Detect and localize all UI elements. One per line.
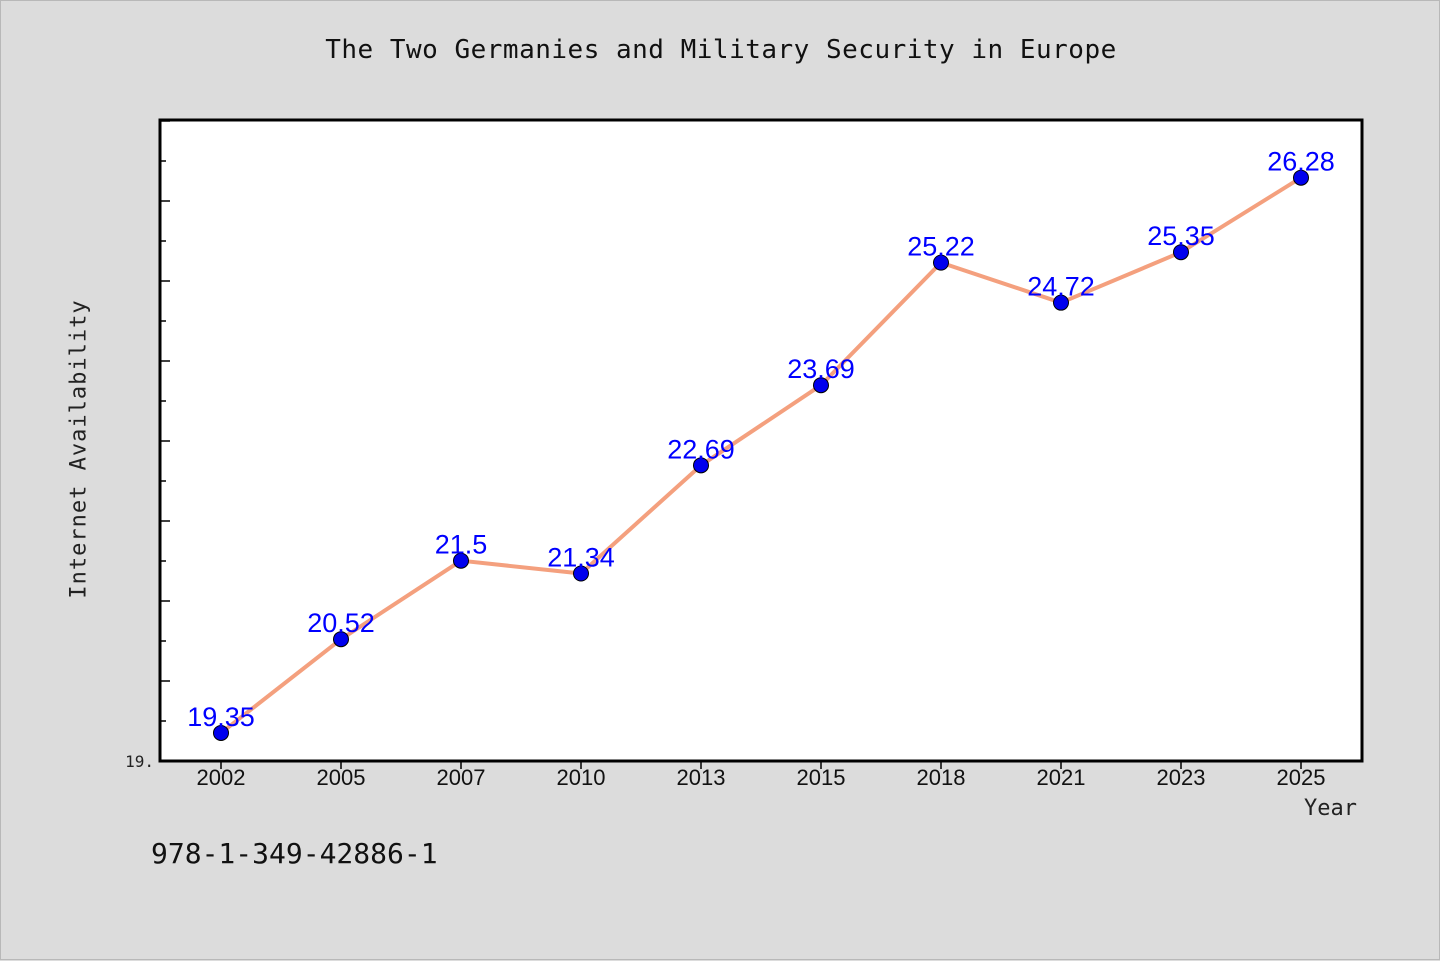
y-tick-label: 19. xyxy=(125,752,154,771)
x-tick-label: 2007 xyxy=(437,765,486,790)
plot-area xyxy=(158,118,1364,763)
y-axis-label: Internet Availability xyxy=(66,299,92,599)
data-point-marker xyxy=(213,724,229,741)
x-tick-label: 2021 xyxy=(1037,765,1086,790)
data-label: 24.72 xyxy=(1027,272,1095,302)
data-label: 26.28 xyxy=(1267,147,1335,177)
data-point-marker xyxy=(933,254,949,271)
data-point-marker xyxy=(573,565,589,582)
x-tick-label: 2015 xyxy=(797,765,846,790)
data-point-marker xyxy=(1173,244,1189,261)
data-label-layer: 19.35 20.52 21.5 21.34 22.69 23.69 25.22 24.72 2… xyxy=(187,147,1335,732)
series-layer xyxy=(213,169,1309,741)
data-point-marker xyxy=(1053,294,1069,311)
series-line xyxy=(219,175,1303,735)
x-tick-label: 2013 xyxy=(677,765,726,790)
data-label: 21.34 xyxy=(547,543,615,573)
x-axis-label: Year xyxy=(1304,796,1357,821)
data-point-marker xyxy=(333,631,349,648)
data-label: 23.69 xyxy=(787,354,855,384)
x-tick-label: 2005 xyxy=(317,765,366,790)
data-label: 21.5 xyxy=(435,530,488,560)
x-tick-label: 2002 xyxy=(197,765,246,790)
data-point-marker xyxy=(453,552,469,569)
data-point-marker xyxy=(693,457,709,474)
data-label: 25.22 xyxy=(907,232,975,262)
y-axis-ticks: 19. xyxy=(125,120,170,771)
isbn-footnote: 978-1-349-42886-1 xyxy=(151,837,438,870)
x-axis-ticks: 2002 2005 2007 2010 2013 2015 2018 2021 2023 2025 xyxy=(197,761,1326,790)
data-label: 22.69 xyxy=(667,434,735,464)
data-point-marker xyxy=(1293,169,1309,186)
x-tick-label: 2023 xyxy=(1157,765,1206,790)
data-label: 19.35 xyxy=(187,702,255,732)
data-point-marker xyxy=(813,377,829,394)
x-tick-label: 2025 xyxy=(1277,765,1326,790)
data-label: 25.35 xyxy=(1147,221,1215,251)
data-label: 20.52 xyxy=(307,608,375,638)
x-tick-label: 2018 xyxy=(917,765,966,790)
chart-title: The Two Germanies and Military Security … xyxy=(325,35,1117,65)
x-tick-label: 2010 xyxy=(557,765,606,790)
